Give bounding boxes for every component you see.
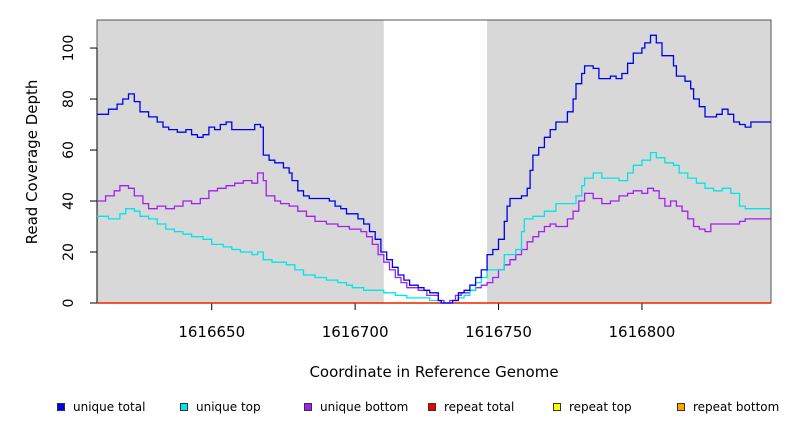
y-tick-label-60: 60 — [61, 141, 77, 159]
y-axis-label: Read Coverage Depth — [23, 80, 41, 245]
legend-swatch — [57, 403, 65, 411]
shaded-region-0 — [97, 20, 384, 303]
x-tick-label-1616700: 1616700 — [322, 323, 389, 341]
x-tick-label-1616650: 1616650 — [178, 323, 245, 341]
legend-item-repeat-bottom: repeat bottom — [677, 400, 779, 414]
legend-item-repeat-top: repeat top — [553, 400, 632, 414]
x-axis-label: Coordinate in Reference Genome — [309, 363, 558, 381]
legend-label: repeat bottom — [693, 400, 780, 414]
shaded-regions — [97, 20, 771, 303]
legend-label: unique top — [196, 400, 261, 414]
legend-label: unique bottom — [320, 400, 409, 414]
x-axis: 1616650 1616700 1616750 1616800 — [178, 302, 676, 341]
legend: unique total unique top unique bottom repea… — [0, 400, 792, 418]
x-tick-label-1616750: 1616750 — [465, 323, 532, 341]
y-tick-label-0: 0 — [61, 299, 77, 308]
y-tick-label-20: 20 — [61, 243, 77, 261]
shaded-region-1 — [487, 20, 771, 303]
coverage-chart: 0 20 40 60 80 100 1616650 1616700 1616750 161680… — [23, 19, 772, 381]
legend-item-repeat-total: repeat total — [428, 400, 514, 414]
legend-swatch — [304, 403, 312, 411]
legend-swatch — [553, 403, 561, 411]
legend-label: unique total — [73, 400, 146, 414]
legend-swatch — [180, 403, 188, 411]
legend-item-unique-total: unique total — [57, 400, 145, 414]
legend-item-unique-top: unique top — [180, 400, 261, 414]
y-axis: 0 20 40 60 80 100 — [61, 35, 98, 308]
y-tick-label-40: 40 — [61, 192, 77, 210]
y-tick-label-100: 100 — [61, 35, 77, 62]
legend-swatch — [677, 403, 685, 411]
y-tick-label-80: 80 — [61, 90, 77, 108]
legend-label: repeat total — [444, 400, 515, 414]
legend-item-unique-bottom: unique bottom — [304, 400, 408, 414]
series-layer — [97, 34, 771, 304]
series-unique-total — [97, 34, 771, 304]
legend-label: repeat top — [569, 400, 632, 414]
legend-swatch — [428, 403, 436, 411]
x-tick-label-1616800: 1616800 — [609, 323, 676, 341]
